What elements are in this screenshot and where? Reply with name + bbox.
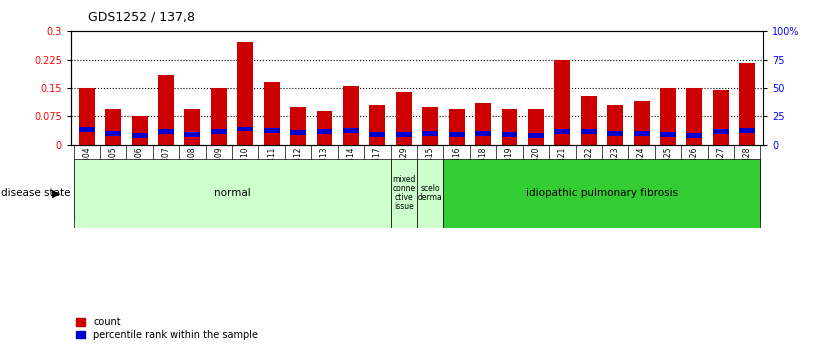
Bar bbox=[475, 131, 491, 136]
Bar bbox=[264, 82, 279, 145]
Bar bbox=[528, 133, 544, 138]
Bar bbox=[238, 42, 254, 145]
Text: disease state: disease state bbox=[1, 188, 70, 198]
Bar bbox=[343, 128, 359, 133]
Bar bbox=[449, 132, 465, 137]
Bar bbox=[555, 129, 570, 134]
Bar bbox=[713, 129, 729, 134]
Bar bbox=[739, 63, 755, 145]
Bar bbox=[317, 111, 333, 145]
Bar bbox=[634, 131, 650, 136]
Bar bbox=[686, 133, 702, 138]
Bar bbox=[739, 128, 755, 133]
Bar bbox=[132, 133, 148, 138]
Bar bbox=[449, 109, 465, 145]
Text: ▶: ▶ bbox=[53, 188, 61, 198]
Bar bbox=[184, 132, 200, 137]
Bar bbox=[417, 159, 444, 228]
Bar bbox=[211, 88, 227, 145]
Bar bbox=[290, 107, 306, 145]
Bar bbox=[158, 129, 174, 134]
Bar bbox=[607, 131, 623, 136]
Bar bbox=[555, 59, 570, 145]
Bar bbox=[396, 132, 412, 137]
Bar bbox=[184, 109, 200, 145]
Bar bbox=[580, 129, 596, 134]
Bar bbox=[660, 88, 676, 145]
Bar bbox=[369, 132, 385, 137]
Legend: count, percentile rank within the sample: count, percentile rank within the sample bbox=[76, 317, 259, 340]
Bar bbox=[158, 75, 174, 145]
Text: mixed
conne
ctive
issue: mixed conne ctive issue bbox=[392, 175, 415, 211]
Bar bbox=[634, 101, 650, 145]
Text: normal: normal bbox=[214, 188, 250, 198]
Text: idiopathic pulmonary fibrosis: idiopathic pulmonary fibrosis bbox=[526, 188, 678, 198]
Bar bbox=[73, 159, 390, 228]
Bar bbox=[238, 127, 254, 131]
Bar bbox=[501, 132, 517, 137]
Bar bbox=[132, 117, 148, 145]
Bar bbox=[501, 109, 517, 145]
Bar bbox=[528, 109, 544, 145]
Bar bbox=[396, 92, 412, 145]
Bar bbox=[422, 131, 438, 136]
Bar bbox=[343, 86, 359, 145]
Bar bbox=[264, 128, 279, 133]
Bar bbox=[211, 129, 227, 134]
Bar bbox=[422, 107, 438, 145]
Bar bbox=[580, 96, 596, 145]
Text: scelo
derma: scelo derma bbox=[418, 184, 443, 202]
Bar bbox=[105, 109, 121, 145]
Bar bbox=[369, 105, 385, 145]
Bar bbox=[713, 90, 729, 145]
Bar bbox=[607, 105, 623, 145]
Bar bbox=[444, 159, 761, 228]
Bar bbox=[79, 127, 95, 132]
Bar bbox=[686, 88, 702, 145]
Bar bbox=[660, 132, 676, 137]
Bar bbox=[390, 159, 417, 228]
Bar bbox=[475, 103, 491, 145]
Bar bbox=[290, 130, 306, 135]
Bar bbox=[79, 88, 95, 145]
Bar bbox=[317, 129, 333, 134]
Text: GDS1252 / 137,8: GDS1252 / 137,8 bbox=[88, 10, 194, 23]
Bar bbox=[105, 131, 121, 136]
